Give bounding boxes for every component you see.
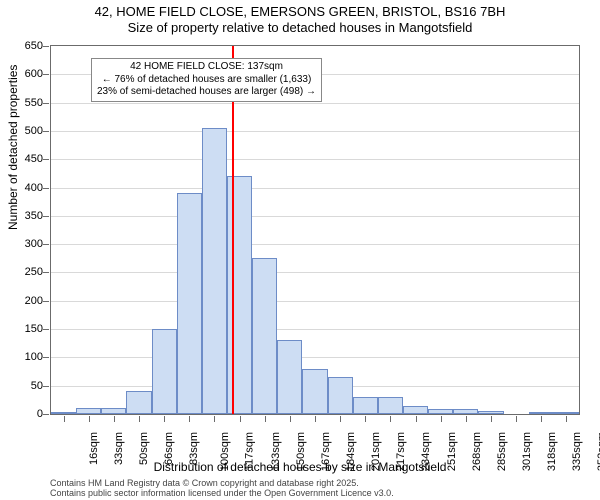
histogram-bar xyxy=(478,411,503,414)
credits-block: Contains HM Land Registry data © Crown c… xyxy=(50,478,394,499)
y-tick-label: 150 xyxy=(25,323,43,335)
grid-line xyxy=(51,103,579,104)
grid-line xyxy=(51,159,579,160)
histogram-bar xyxy=(252,258,277,414)
grid-line xyxy=(51,357,579,358)
credits-line-1: Contains HM Land Registry data © Crown c… xyxy=(50,478,394,488)
x-tick xyxy=(240,416,241,422)
x-tick xyxy=(390,416,391,422)
x-tick xyxy=(64,416,65,422)
y-tick xyxy=(43,216,49,217)
y-tick xyxy=(43,131,49,132)
y-tick xyxy=(43,244,49,245)
x-tick xyxy=(189,416,190,422)
x-tick xyxy=(566,416,567,422)
x-tick xyxy=(491,416,492,422)
annotation-line: 42 HOME FIELD CLOSE: 137sqm xyxy=(97,61,316,74)
annotation-line: ← 76% of detached houses are smaller (1,… xyxy=(97,74,316,87)
y-tick xyxy=(43,188,49,189)
y-tick-label: 500 xyxy=(25,125,43,137)
grid-line xyxy=(51,131,579,132)
histogram-bar xyxy=(101,408,126,414)
y-tick xyxy=(43,46,49,47)
histogram-bar xyxy=(378,397,403,414)
y-tick xyxy=(43,103,49,104)
x-tick xyxy=(89,416,90,422)
histogram-bar xyxy=(554,412,579,414)
y-tick-label: 300 xyxy=(25,238,43,250)
x-tick xyxy=(139,416,140,422)
histogram-bar xyxy=(126,391,151,414)
y-tick-label: 0 xyxy=(37,408,43,420)
histogram-bar xyxy=(428,409,453,414)
y-tick-label: 600 xyxy=(25,68,43,80)
y-tick-label: 550 xyxy=(25,97,43,109)
x-tick xyxy=(516,416,517,422)
title-line-1: 42, HOME FIELD CLOSE, EMERSONS GREEN, BR… xyxy=(0,4,600,20)
x-tick xyxy=(164,416,165,422)
histogram-bar xyxy=(453,409,478,414)
grid-line xyxy=(51,216,579,217)
y-tick-label: 350 xyxy=(25,210,43,222)
y-tick xyxy=(43,329,49,330)
y-tick-label: 450 xyxy=(25,153,43,165)
x-tick xyxy=(265,416,266,422)
plot-area: 0501001502002503003504004505005506006501… xyxy=(50,45,580,415)
y-tick-label: 200 xyxy=(25,295,43,307)
grid-line xyxy=(51,244,579,245)
histogram-bar xyxy=(177,193,202,414)
histogram-bar xyxy=(202,128,227,414)
histogram-bar xyxy=(529,412,554,414)
y-tick xyxy=(43,386,49,387)
title-line-2: Size of property relative to detached ho… xyxy=(0,20,600,36)
y-tick-label: 650 xyxy=(25,40,43,52)
y-tick xyxy=(43,74,49,75)
grid-line xyxy=(51,329,579,330)
annotation-line: 23% of semi-detached houses are larger (… xyxy=(97,86,316,99)
x-tick xyxy=(114,416,115,422)
y-tick-label: 50 xyxy=(31,380,43,392)
x-tick xyxy=(466,416,467,422)
y-tick-label: 400 xyxy=(25,182,43,194)
histogram-bar xyxy=(328,377,353,414)
histogram-bar xyxy=(302,369,327,414)
x-tick xyxy=(441,416,442,422)
y-axis-label: Number of detached properties xyxy=(6,65,20,230)
x-tick xyxy=(541,416,542,422)
x-tick xyxy=(290,416,291,422)
chart-area: 0501001502002503003504004505005506006501… xyxy=(50,45,580,415)
y-tick xyxy=(43,159,49,160)
y-tick xyxy=(43,414,49,415)
grid-line xyxy=(51,301,579,302)
y-tick xyxy=(43,301,49,302)
x-tick xyxy=(416,416,417,422)
annotation-box: 42 HOME FIELD CLOSE: 137sqm← 76% of deta… xyxy=(91,58,322,102)
x-axis-label: Distribution of detached houses by size … xyxy=(0,460,600,474)
grid-line xyxy=(51,272,579,273)
y-tick xyxy=(43,357,49,358)
y-tick-label: 250 xyxy=(25,266,43,278)
x-tick xyxy=(340,416,341,422)
y-tick xyxy=(43,272,49,273)
histogram-bar xyxy=(227,176,252,414)
x-tick xyxy=(214,416,215,422)
chart-title-block: 42, HOME FIELD CLOSE, EMERSONS GREEN, BR… xyxy=(0,0,600,37)
histogram-bar xyxy=(76,408,101,414)
histogram-bar xyxy=(152,329,177,414)
histogram-bar xyxy=(51,412,76,414)
histogram-bar xyxy=(277,340,302,414)
y-tick-label: 100 xyxy=(25,351,43,363)
histogram-bar xyxy=(403,406,428,414)
histogram-bar xyxy=(353,397,378,414)
x-tick xyxy=(365,416,366,422)
x-tick xyxy=(315,416,316,422)
grid-line xyxy=(51,188,579,189)
credits-line-2: Contains public sector information licen… xyxy=(50,488,394,498)
